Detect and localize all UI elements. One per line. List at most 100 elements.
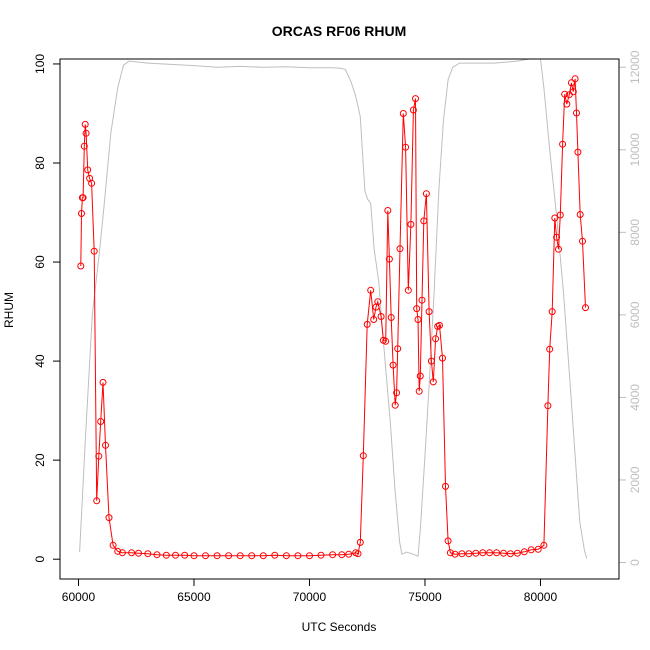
data-point — [144, 550, 152, 558]
data-point — [399, 110, 407, 117]
data-point — [385, 255, 393, 263]
data-point — [422, 190, 430, 198]
data-point — [425, 308, 433, 316]
data-point — [172, 551, 179, 559]
data-point — [190, 552, 198, 560]
data-point — [213, 552, 221, 560]
data-point — [500, 549, 507, 557]
data-point — [559, 140, 567, 148]
data-point — [317, 551, 325, 559]
data-point — [382, 337, 390, 345]
data-point — [82, 129, 90, 137]
data-point — [248, 552, 256, 560]
rhum-series-line — [80, 78, 586, 557]
data-point — [414, 316, 422, 323]
x-tick-label: 75000 — [408, 590, 442, 604]
y2-tick-label: 12000 — [628, 50, 642, 84]
data-point — [93, 497, 101, 505]
data-point — [367, 286, 375, 294]
data-point — [465, 550, 473, 558]
data-point — [569, 88, 577, 96]
data-point — [391, 401, 399, 409]
data-point — [493, 549, 501, 557]
data-point — [384, 207, 392, 214]
y-tick-label: 20 — [33, 453, 47, 467]
data-point — [415, 387, 423, 395]
plot-frame — [59, 58, 620, 580]
y2-tick-label: 0 — [628, 559, 642, 566]
data-point — [306, 552, 313, 560]
data-point — [540, 541, 548, 549]
y-tick-label: 0 — [33, 556, 47, 563]
data-point — [202, 552, 209, 560]
y-tick-label: 60 — [33, 255, 47, 269]
data-point — [329, 551, 337, 559]
data-point — [79, 194, 87, 202]
data-point — [109, 541, 117, 549]
data-point — [97, 418, 105, 425]
data-point — [436, 321, 443, 329]
data-point — [407, 220, 415, 228]
data-point — [393, 389, 401, 397]
data-point — [579, 237, 586, 245]
data-point — [377, 313, 385, 320]
data-point — [84, 166, 92, 174]
data-point — [527, 546, 535, 554]
data-point — [413, 305, 421, 313]
data-point — [374, 298, 382, 306]
y2-tick-label: 4000 — [628, 384, 642, 411]
data-point — [402, 143, 410, 151]
data-point — [396, 245, 404, 253]
y2-tick-label: 6000 — [628, 301, 642, 328]
data-point — [99, 378, 107, 386]
data-point — [520, 548, 528, 556]
data-point — [359, 452, 367, 460]
data-point — [429, 378, 437, 386]
data-point — [118, 549, 126, 557]
axes-layer: 60000 65000 70000 75000 80000 0 20 40 60 80 100 0 20… — [33, 50, 642, 604]
data-point — [387, 314, 395, 321]
data-point — [418, 296, 426, 304]
data-point — [561, 90, 569, 98]
data-point — [81, 120, 89, 128]
data-point — [105, 514, 113, 522]
data-point — [404, 286, 412, 294]
data-point — [553, 233, 561, 241]
data-point — [432, 335, 440, 343]
y2-tick-label: 8000 — [628, 219, 642, 246]
data-point — [102, 441, 109, 449]
data-point — [555, 245, 562, 253]
data-point — [444, 537, 452, 545]
x-tick-label: 80000 — [524, 590, 558, 604]
data-point — [582, 304, 589, 312]
data-point — [128, 549, 136, 557]
data-point — [88, 179, 96, 187]
data-point — [427, 357, 435, 365]
data-point — [506, 550, 514, 558]
data-point — [90, 247, 98, 255]
data-point — [451, 550, 459, 558]
data-point — [389, 361, 397, 369]
data-point — [420, 217, 428, 225]
y2-tick-label: 2000 — [628, 466, 642, 493]
data-point — [409, 106, 417, 114]
data-point — [479, 549, 487, 557]
x-tick-label: 60000 — [62, 590, 96, 604]
data-point — [153, 551, 161, 559]
data-point — [574, 148, 582, 156]
x-axis-label: UTC Seconds — [302, 620, 377, 634]
data-point — [546, 345, 554, 353]
data-point — [282, 552, 290, 560]
data-point — [162, 551, 170, 559]
data-point — [571, 75, 579, 83]
data-point — [458, 550, 466, 558]
data-point — [563, 100, 571, 108]
data-point — [472, 549, 480, 557]
y-axis-label: RHUM — [2, 292, 16, 328]
data-point — [567, 79, 575, 87]
data-point — [576, 211, 584, 218]
data-point — [77, 262, 85, 270]
data-point — [551, 214, 559, 222]
x-tick-label: 65000 — [177, 590, 211, 604]
data-point — [416, 372, 424, 380]
